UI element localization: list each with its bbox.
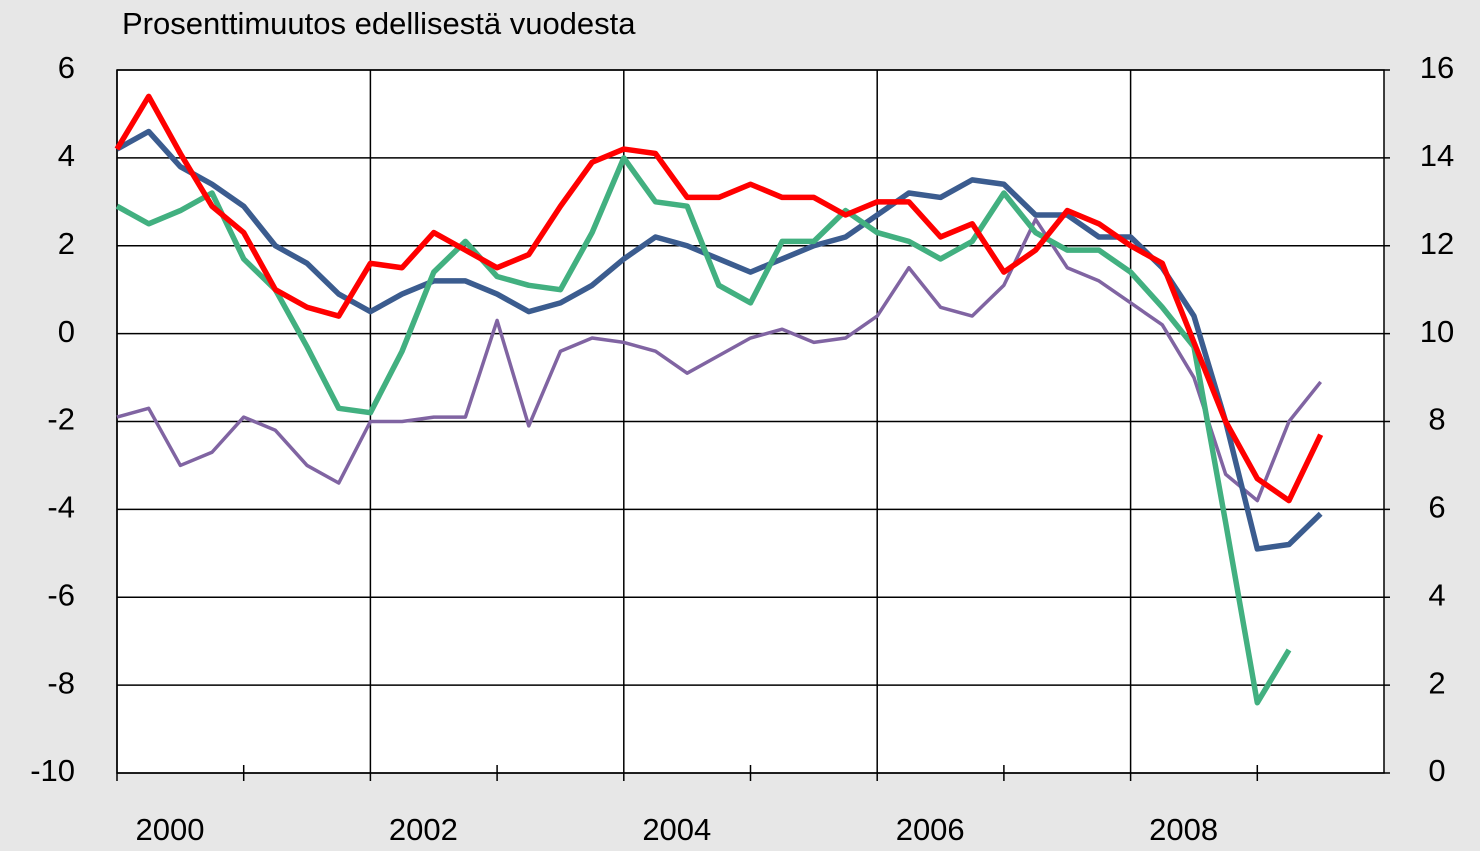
y-tick-label: 0 — [58, 314, 75, 349]
chart-title: Prosenttimuutos edellisestä vuodesta — [122, 6, 636, 41]
series-line — [116, 217, 1323, 503]
y-tick-label: -8 — [47, 665, 75, 700]
y-tick-label: -10 — [30, 753, 75, 788]
y-tick-label: 2 — [58, 226, 75, 261]
x-tick-label: 2008 — [1149, 812, 1218, 847]
y2-tick-label: 4 — [1428, 577, 1445, 612]
y-tick-label: -6 — [47, 577, 75, 612]
y2-tick-label: 10 — [1420, 314, 1454, 349]
x-tick-label: 2004 — [642, 812, 711, 847]
y2-tick-label: 0 — [1428, 753, 1445, 788]
y-tick-label: 4 — [58, 138, 75, 173]
plot-border — [116, 69, 1385, 774]
y-tick-label: 6 — [58, 50, 75, 85]
y2-tick-label: 14 — [1420, 138, 1454, 173]
y2-tick-label: 2 — [1428, 665, 1445, 700]
series-line — [115, 155, 1292, 706]
x-tick-label: 2002 — [389, 812, 458, 847]
x-tick-label: 2000 — [136, 812, 205, 847]
y-tick-label: -4 — [47, 490, 75, 525]
y2-tick-label: 6 — [1428, 490, 1445, 525]
x-tick-label: 2006 — [896, 812, 965, 847]
series-line — [114, 93, 1324, 504]
y2-tick-label: 12 — [1420, 226, 1454, 261]
y-tick-label: -2 — [47, 402, 75, 437]
y2-tick-label: 8 — [1428, 402, 1445, 437]
y2-tick-label: 16 — [1420, 50, 1454, 85]
